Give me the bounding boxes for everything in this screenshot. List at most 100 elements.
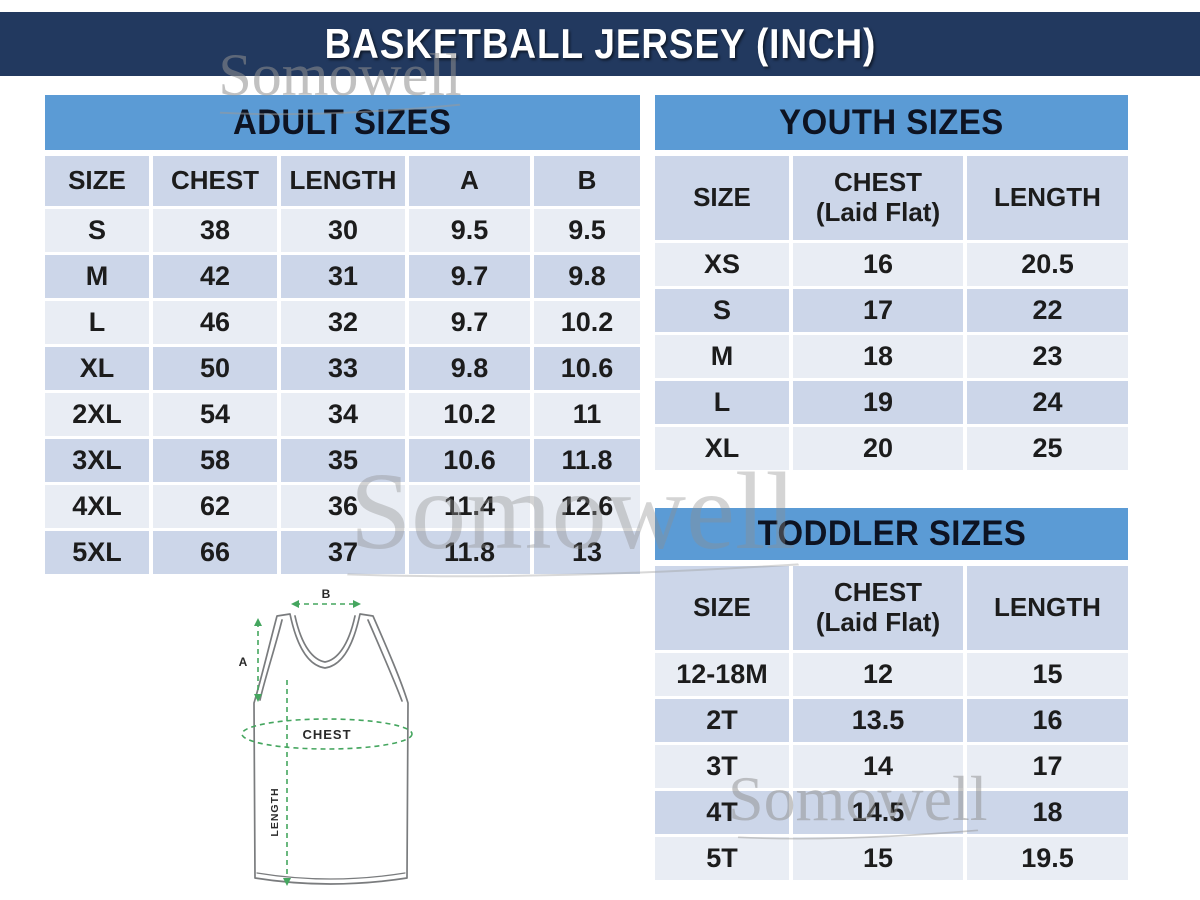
size-cell: M <box>655 335 789 378</box>
jersey-diagram-svg: B A CHEST LENGTH <box>239 587 413 886</box>
value-cell: 30 <box>281 209 405 252</box>
youth-table-title: YOUTH SIZES <box>779 102 1004 142</box>
left-armhole-trim-line <box>259 619 283 701</box>
size-cell: S <box>45 209 149 252</box>
youth-table-grid: SIZE CHEST (Laid Flat) LENGTH XS 16 20.5 S 17 22 M… <box>655 156 1128 470</box>
value-cell: 10.6 <box>534 347 640 390</box>
column-header: SIZE <box>655 566 789 650</box>
value-cell: 11.4 <box>409 485 530 528</box>
adult-table-grid: SIZE CHEST LENGTH A B S 38 30 9.5 9.5 M 42 31 9.7 9.8 L… <box>45 156 640 574</box>
size-cell: 2T <box>655 699 789 742</box>
column-header: CHEST (Laid Flat) <box>793 566 963 650</box>
value-cell: 34 <box>281 393 405 436</box>
column-header: LENGTH <box>967 566 1128 650</box>
value-cell: 42 <box>153 255 277 298</box>
adult-table-title-bar: ADULT SIZES <box>45 95 640 150</box>
column-header: LENGTH <box>967 156 1128 240</box>
value-cell: 11 <box>534 393 640 436</box>
column-header: SIZE <box>655 156 789 240</box>
youth-table-title-bar: YOUTH SIZES <box>655 95 1128 150</box>
value-cell: 9.8 <box>534 255 640 298</box>
value-cell: 9.7 <box>409 301 530 344</box>
size-cell: L <box>655 381 789 424</box>
value-cell: 16 <box>793 243 963 286</box>
value-cell: 9.8 <box>409 347 530 390</box>
toddler-table-title-bar: TODDLER SIZES <box>655 508 1128 560</box>
value-cell: 54 <box>153 393 277 436</box>
jersey-diagram: B A CHEST LENGTH <box>235 587 475 898</box>
size-cell: 5T <box>655 837 789 880</box>
title-bar: BASKETBALL JERSEY (INCH) <box>0 12 1200 76</box>
value-cell: 14.5 <box>793 791 963 834</box>
column-header: LENGTH <box>281 156 405 206</box>
value-cell: 24 <box>967 381 1128 424</box>
value-cell: 12.6 <box>534 485 640 528</box>
value-cell: 12 <box>793 653 963 696</box>
size-cell: L <box>45 301 149 344</box>
size-cell: XL <box>45 347 149 390</box>
value-cell: 15 <box>793 837 963 880</box>
collar-trim-line <box>294 615 356 663</box>
value-cell: 37 <box>281 531 405 574</box>
value-cell: 11.8 <box>409 531 530 574</box>
a-label: A <box>239 655 248 669</box>
value-cell: 17 <box>967 745 1128 788</box>
length-label: LENGTH <box>269 787 281 836</box>
value-cell: 19.5 <box>967 837 1128 880</box>
value-cell: 32 <box>281 301 405 344</box>
toddler-sizes-table: TODDLER SIZES SIZE CHEST (Laid Flat) LENGTH… <box>655 508 1128 880</box>
size-cell: 12-18M <box>655 653 789 696</box>
column-header: CHEST <box>153 156 277 206</box>
value-cell: 38 <box>153 209 277 252</box>
value-cell: 33 <box>281 347 405 390</box>
a-arrow-top <box>254 618 262 626</box>
value-cell: 66 <box>153 531 277 574</box>
value-cell: 16 <box>967 699 1128 742</box>
value-cell: 20 <box>793 427 963 470</box>
measure-chest-ellipse <box>241 718 413 750</box>
youth-sizes-table: YOUTH SIZES SIZE CHEST (Laid Flat) LENGTH XS… <box>655 95 1128 470</box>
size-cell: 3T <box>655 745 789 788</box>
b-label: B <box>322 588 331 601</box>
column-header: SIZE <box>45 156 149 206</box>
value-cell: 11.8 <box>534 439 640 482</box>
value-cell: 9.7 <box>409 255 530 298</box>
value-cell: 14 <box>793 745 963 788</box>
value-cell: 20.5 <box>967 243 1128 286</box>
value-cell: 18 <box>793 335 963 378</box>
value-cell: 18 <box>967 791 1128 834</box>
value-cell: 9.5 <box>409 209 530 252</box>
chest-label: CHEST <box>302 727 351 742</box>
size-cell: 4XL <box>45 485 149 528</box>
size-cell: 3XL <box>45 439 149 482</box>
page-title: BASKETBALL JERSEY (INCH) <box>324 20 876 67</box>
value-cell: 19 <box>793 381 963 424</box>
value-cell: 22 <box>967 289 1128 332</box>
size-cell: XL <box>655 427 789 470</box>
value-cell: 62 <box>153 485 277 528</box>
toddler-table-grid: SIZE CHEST (Laid Flat) LENGTH 12-18M 12 15 2T 13… <box>655 566 1128 880</box>
value-cell: 10.2 <box>534 301 640 344</box>
hem-line <box>256 872 406 880</box>
size-cell: 2XL <box>45 393 149 436</box>
value-cell: 9.5 <box>534 209 640 252</box>
length-arrow-bottom <box>283 878 291 886</box>
value-cell: 10.6 <box>409 439 530 482</box>
b-arrow-right <box>353 600 361 608</box>
size-cell: 4T <box>655 791 789 834</box>
value-cell: 31 <box>281 255 405 298</box>
column-header: B <box>534 156 640 206</box>
size-cell: 5XL <box>45 531 149 574</box>
value-cell: 13.5 <box>793 699 963 742</box>
size-cell: S <box>655 289 789 332</box>
value-cell: 10.2 <box>409 393 530 436</box>
column-header: A <box>409 156 530 206</box>
value-cell: 13 <box>534 531 640 574</box>
value-cell: 35 <box>281 439 405 482</box>
right-armhole-trim-line <box>367 619 403 702</box>
toddler-table-title: TODDLER SIZES <box>757 514 1026 553</box>
column-header: CHEST (Laid Flat) <box>793 156 963 240</box>
value-cell: 15 <box>967 653 1128 696</box>
b-arrow-left <box>291 600 299 608</box>
adult-table-title: ADULT SIZES <box>233 102 452 142</box>
